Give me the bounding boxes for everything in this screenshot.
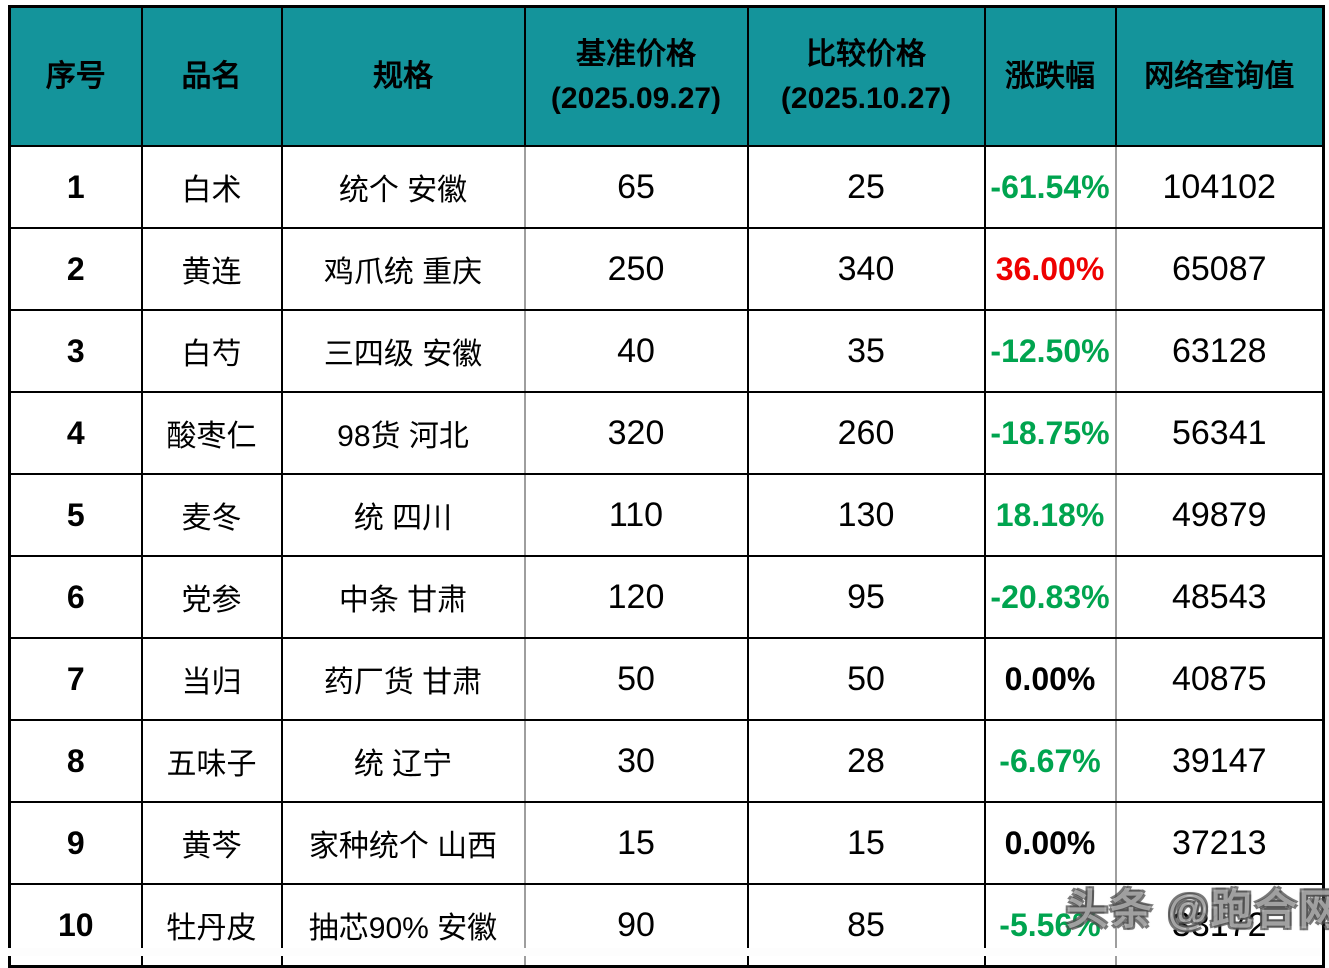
net-query-value: 63128: [1114, 309, 1325, 393]
base-price: 250: [523, 227, 749, 311]
row-index: 8: [8, 719, 143, 803]
base-price: 120: [523, 555, 749, 639]
herb-name: 白芍: [140, 309, 283, 393]
compare-price: 15: [746, 801, 986, 885]
net-query-value: 56341: [1114, 391, 1325, 475]
header-col-spec: 规格: [280, 5, 526, 147]
change-percent: 0.00%: [983, 801, 1117, 885]
base-price: 15: [523, 801, 749, 885]
herb-spec: 鸡爪统 重庆: [280, 227, 526, 311]
base-price: 65: [523, 145, 749, 229]
compare-price-label: 比较价格: [806, 38, 926, 71]
herb-spec: 统 辽宁: [280, 719, 526, 803]
herb-spec: 中条 甘肃: [280, 555, 526, 639]
net-query-value: 48543: [1114, 555, 1325, 639]
compare-price: 340: [746, 227, 986, 311]
change-percent: -20.83%: [983, 555, 1117, 639]
herb-name: 五味子: [140, 719, 283, 803]
table-row: 2 黄连 鸡爪统 重庆 250 340 36.00% 65087: [8, 227, 1325, 311]
table-row: 7 当归 药厂货 甘肃 50 50 0.00% 40875: [8, 637, 1325, 721]
base-price: 40: [523, 309, 749, 393]
header-col-change: 涨跌幅: [983, 5, 1117, 147]
row-index: 7: [8, 637, 143, 721]
row-index: 1: [8, 145, 143, 229]
change-percent: 0.00%: [983, 637, 1117, 721]
table-row: 4 酸枣仁 98货 河北 320 260 -18.75% 56341: [8, 391, 1325, 475]
herb-price-table: 序号 品名 规格 基准价格 (2025.09.27) 比较价格 (2025.10…: [8, 5, 1325, 968]
table-row: 6 党参 中条 甘肃 120 95 -20.83% 48543: [8, 555, 1325, 639]
net-query-value: 65087: [1114, 227, 1325, 311]
header-col-base-price: 基准价格 (2025.09.27): [523, 5, 749, 147]
change-percent: 18.18%: [983, 473, 1117, 557]
herb-spec: 家种统个 山西: [280, 801, 526, 885]
price-table-container: 序号 品名 规格 基准价格 (2025.09.27) 比较价格 (2025.10…: [8, 5, 1325, 968]
table-header: 序号 品名 规格 基准价格 (2025.09.27) 比较价格 (2025.10…: [8, 5, 1325, 147]
compare-price: 260: [746, 391, 986, 475]
base-price-label: 基准价格: [576, 38, 696, 71]
table-row: 8 五味子 统 辽宁 30 28 -6.67% 39147: [8, 719, 1325, 803]
compare-price: 50: [746, 637, 986, 721]
table-row: 3 白芍 三四级 安徽 40 35 -12.50% 63128: [8, 309, 1325, 393]
compare-price: 35: [746, 309, 986, 393]
change-percent: -6.67%: [983, 719, 1117, 803]
herb-spec: 98货 河北: [280, 391, 526, 475]
compare-price-date: (2025.10.27): [780, 81, 952, 115]
change-percent: 36.00%: [983, 227, 1117, 311]
table-row: 5 麦冬 统 四川 110 130 18.18% 49879: [8, 473, 1325, 557]
herb-name: 酸枣仁: [140, 391, 283, 475]
herb-name: 党参: [140, 555, 283, 639]
header-col-compare-price: 比较价格 (2025.10.27): [746, 5, 986, 147]
base-price: 50: [523, 637, 749, 721]
row-index: 2: [8, 227, 143, 311]
base-price: 110: [523, 473, 749, 557]
table-row: 1 白术 统个 安徽 65 25 -61.54% 104102: [8, 145, 1325, 229]
row-index: 9: [8, 801, 143, 885]
header-col-net-query: 网络查询值: [1114, 5, 1325, 147]
herb-spec: 统个 安徽: [280, 145, 526, 229]
table-row: 9 黄芩 家种统个 山西 15 15 0.00% 37213: [8, 801, 1325, 885]
header-col-name: 品名: [140, 5, 283, 147]
herb-name: 麦冬: [140, 473, 283, 557]
row-index: 5: [8, 473, 143, 557]
net-query-value: 40875: [1114, 637, 1325, 721]
row-index: 6: [8, 555, 143, 639]
base-price: 320: [523, 391, 749, 475]
compare-price: 28: [746, 719, 986, 803]
row-index: 4: [8, 391, 143, 475]
change-percent: -12.50%: [983, 309, 1117, 393]
compare-price: 130: [746, 473, 986, 557]
net-query-value: 49879: [1114, 473, 1325, 557]
change-percent: -61.54%: [983, 145, 1117, 229]
herb-name: 当归: [140, 637, 283, 721]
compare-price: 95: [746, 555, 986, 639]
herb-spec: 药厂货 甘肃: [280, 637, 526, 721]
net-query-value: 39147: [1114, 719, 1325, 803]
herb-spec: 统 四川: [280, 473, 526, 557]
base-price: 30: [523, 719, 749, 803]
herb-name: 黄芩: [140, 801, 283, 885]
header-row: 序号 品名 规格 基准价格 (2025.09.27) 比较价格 (2025.10…: [8, 5, 1325, 147]
table-bottom-sliver: [8, 948, 1322, 956]
change-percent: -18.75%: [983, 391, 1117, 475]
herb-name: 黄连: [140, 227, 283, 311]
herb-name: 白术: [140, 145, 283, 229]
base-price-date: (2025.09.27): [550, 81, 722, 115]
row-index: 3: [8, 309, 143, 393]
table-body: 1 白术 统个 安徽 65 25 -61.54% 104102 2 黄连 鸡爪统…: [8, 145, 1325, 968]
herb-spec: 三四级 安徽: [280, 309, 526, 393]
compare-price: 25: [746, 145, 986, 229]
net-query-value: 104102: [1114, 145, 1325, 229]
net-query-value: 37213: [1114, 801, 1325, 885]
header-col-no: 序号: [8, 5, 143, 147]
